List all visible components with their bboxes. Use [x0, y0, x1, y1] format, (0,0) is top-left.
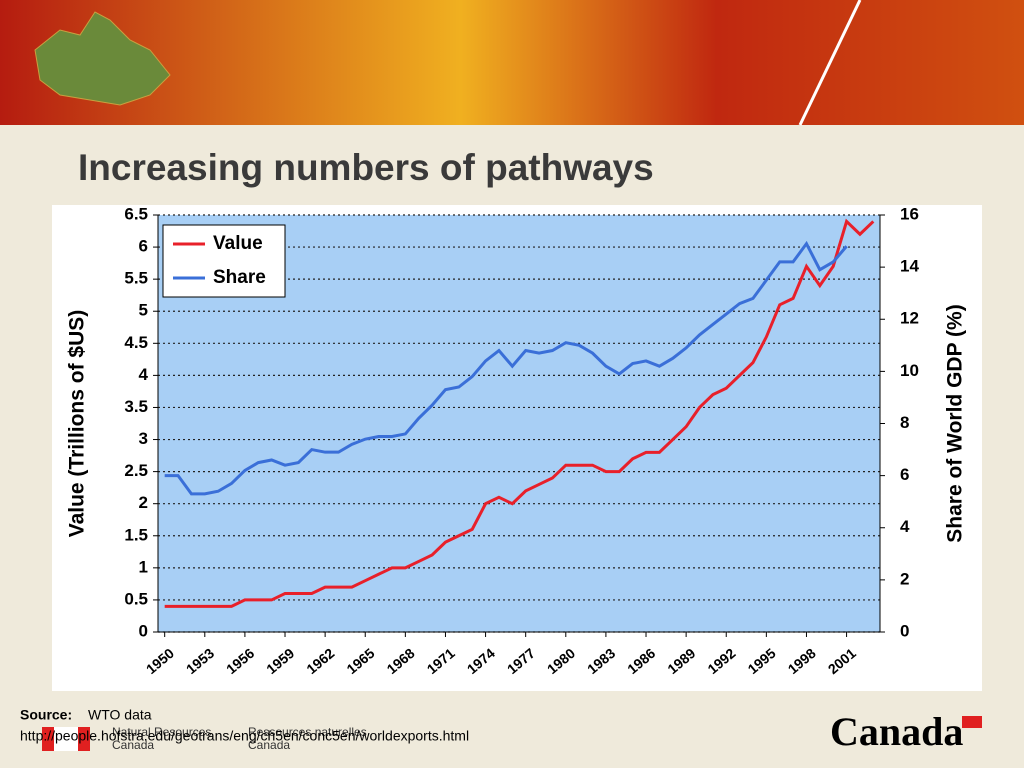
map-icon: [34, 11, 171, 106]
line-series: [164, 218, 875, 608]
y-tick-label: 5: [139, 301, 148, 320]
slide-title: Increasing numbers of pathways: [78, 147, 654, 188]
y-tick-label: 2.5: [124, 461, 148, 480]
banner: [0, 0, 1024, 125]
legend-label: Value: [213, 233, 263, 254]
source-label: Source:: [20, 707, 72, 723]
y2-tick-label: 10: [900, 361, 919, 380]
y2-tick-label: 16: [900, 204, 919, 223]
y-tick-label: 1: [139, 557, 148, 576]
y2-tick-label: 0: [900, 621, 909, 640]
y2-tick-label: 8: [900, 413, 909, 432]
legend-box: [162, 224, 286, 298]
dept-fr: Ressources naturelles: [248, 725, 367, 739]
wordmark: Canada: [830, 709, 963, 754]
legend-label: Share: [213, 267, 266, 288]
y-tick-label: 4.5: [124, 333, 148, 352]
y2-tick-label: 6: [900, 465, 909, 484]
source-text: WTO data: [88, 707, 152, 723]
y2-axis-label: Share of World GDP (%): [944, 304, 967, 542]
y-tick-label: 4: [139, 365, 149, 384]
line-series: [164, 240, 848, 496]
y-tick-label: 5.5: [124, 269, 148, 288]
y-tick-label: 0.5: [124, 589, 148, 608]
wordmark-flag: [962, 716, 982, 728]
y-tick-label: 3.5: [124, 397, 148, 416]
y-tick-label: 6.5: [124, 204, 148, 223]
dept-en: Canada: [112, 738, 154, 752]
source-url: http://people.hofstra.edu/geotrans/eng/c…: [20, 728, 469, 744]
chart: 0 0.5 1 1.5 2 2.5 3 3.5 4 4.5 5 5.5 6 6.5 0 2 4 6 8 10 12 14 1…: [66, 204, 967, 677]
y-axis-label: Value (Trillions of $US): [66, 310, 89, 538]
dept-fr: Canada: [248, 738, 290, 752]
y-tick-label: 2: [139, 493, 148, 512]
y-tick-label: 6: [139, 237, 148, 256]
y2-tick-label: 12: [900, 309, 919, 328]
y-tick-label: 0: [139, 621, 148, 640]
y-tick-label: 1.5: [124, 525, 148, 544]
dept-en: Natural Resources: [112, 725, 211, 739]
y2-tick-label: 2: [900, 569, 909, 588]
y2-tick-label: 14: [900, 257, 919, 276]
flag-center: [54, 727, 78, 751]
y-tick-label: 3: [139, 429, 148, 448]
y2-tick-label: 4: [900, 517, 910, 536]
banner-stripe: [798, 0, 862, 126]
